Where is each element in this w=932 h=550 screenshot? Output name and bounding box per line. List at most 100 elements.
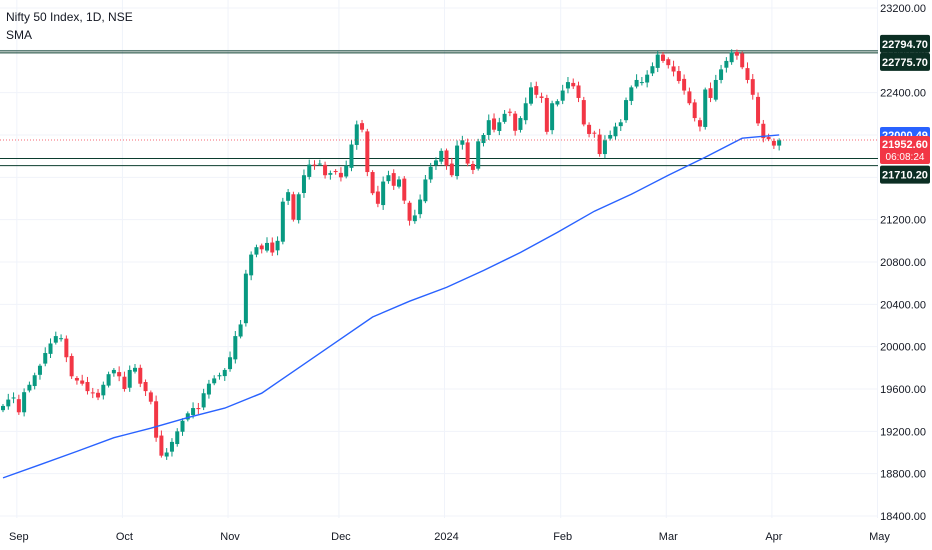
candle: [27, 381, 32, 393]
candle: [555, 99, 560, 107]
candle-body: [148, 392, 153, 402]
candle: [544, 94, 549, 135]
candle-body: [597, 134, 602, 155]
candle: [650, 62, 655, 77]
candle: [338, 167, 343, 182]
candle: [243, 269, 248, 327]
candle-body: [629, 87, 634, 101]
candle: [228, 351, 233, 372]
x-tick-label: Feb: [553, 531, 572, 543]
candle-body: [412, 215, 417, 222]
candle: [423, 175, 428, 204]
candle-body: [127, 369, 132, 388]
candle-body: [159, 435, 164, 456]
candle-body: [48, 343, 53, 354]
price-axis[interactable]: 23200.0022800.0022400.0022000.0021600.00…: [880, 3, 926, 523]
candle-body: [486, 120, 491, 135]
candle: [502, 110, 507, 124]
x-tick-label: May: [869, 531, 890, 543]
candle: [317, 159, 322, 166]
candle: [133, 364, 137, 374]
candle: [433, 157, 438, 170]
candle-body: [571, 82, 576, 87]
candle-body: [523, 103, 528, 121]
candle-body: [634, 79, 639, 87]
candle-body: [692, 102, 697, 119]
candle-body: [613, 126, 618, 137]
candle-body: [375, 191, 380, 204]
candle: [96, 389, 101, 401]
horizontal-levels: [0, 50, 878, 167]
candle-body: [771, 140, 776, 146]
candle: [360, 119, 365, 133]
candle: [428, 162, 433, 183]
candle-body: [576, 85, 581, 98]
candle-body: [655, 54, 660, 68]
candle-body: [106, 374, 111, 386]
candle: [201, 388, 206, 411]
candle-body: [22, 392, 27, 413]
candle-body: [381, 181, 386, 206]
candle: [439, 148, 444, 165]
candle: [550, 100, 555, 135]
x-tick-label: Apr: [765, 531, 782, 543]
candle: [259, 243, 264, 254]
candle: [587, 122, 592, 138]
candle: [529, 82, 533, 106]
candle: [634, 74, 639, 89]
candle: [164, 448, 169, 460]
candle-body: [397, 179, 401, 187]
candle: [74, 376, 79, 385]
candle-body: [175, 431, 180, 445]
candle-body: [444, 150, 449, 166]
candle-body: [249, 254, 254, 276]
candle-body: [228, 357, 233, 370]
candle-body: [64, 338, 69, 358]
candle-body: [534, 86, 539, 95]
candle-body: [74, 377, 79, 381]
candle: [275, 236, 280, 256]
candle-body: [750, 79, 755, 95]
candle: [713, 74, 718, 102]
candle: [465, 138, 470, 167]
candle: [148, 390, 153, 405]
candle: [608, 130, 613, 141]
y-tick-label: 18800.00: [880, 469, 926, 481]
candle: [571, 78, 576, 89]
candle: [645, 70, 650, 88]
candle: [692, 99, 697, 122]
candle: [602, 135, 607, 159]
candle-body: [465, 142, 470, 164]
symbol-title[interactable]: Nifty 50 Index, 1D, NSE: [6, 10, 133, 24]
indicator-label[interactable]: SMA: [6, 28, 33, 42]
candle-body: [666, 59, 671, 66]
candle: [265, 237, 269, 253]
candle: [106, 371, 111, 388]
candle-body: [291, 194, 296, 220]
candle: [48, 338, 53, 358]
candle-body: [624, 100, 629, 121]
candle: [703, 87, 708, 130]
candle-body: [180, 420, 185, 432]
candle-body: [592, 132, 597, 134]
candle: [492, 113, 497, 133]
candle: [513, 111, 518, 136]
candle-body: [423, 179, 428, 202]
candle-body: [243, 273, 248, 324]
candle-body: [323, 164, 328, 176]
candle: [629, 85, 634, 106]
candle-body: [117, 372, 122, 377]
candle: [64, 335, 69, 363]
candle-body: [143, 382, 148, 392]
last-price-label: 21952.60: [882, 139, 928, 151]
y-tick-label: 23200.00: [880, 3, 926, 15]
candle: [639, 77, 644, 86]
candle: [581, 96, 586, 127]
candle-body: [27, 384, 32, 391]
candle: [507, 108, 512, 117]
candle-body: [407, 202, 412, 221]
candle-body: [745, 68, 750, 80]
candle-body: [217, 375, 222, 377]
